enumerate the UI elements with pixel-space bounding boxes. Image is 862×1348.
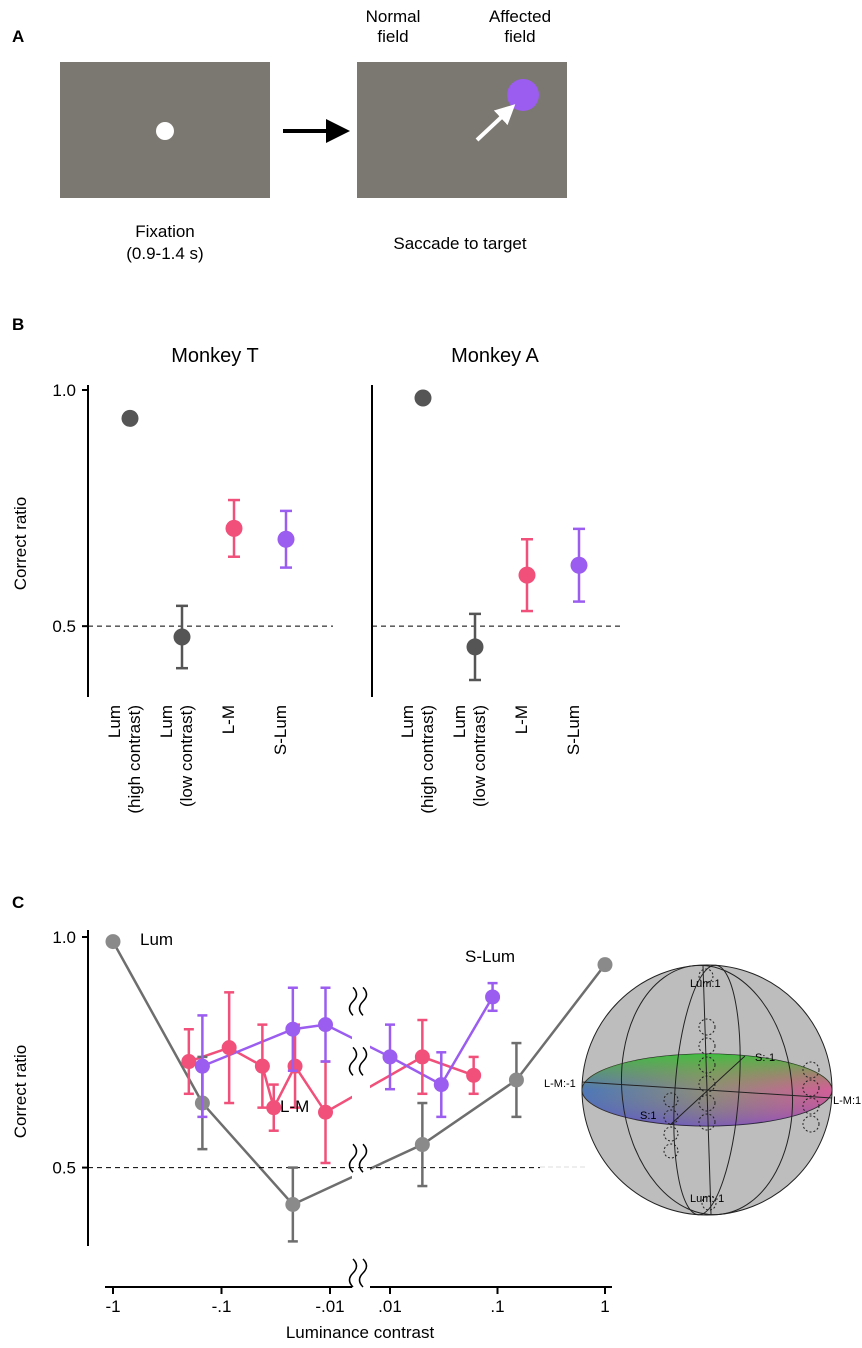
- x-tick-label: L-M: [512, 705, 531, 734]
- x-tick-label: 1: [600, 1297, 609, 1316]
- chart-title: Monkey A: [451, 345, 539, 367]
- point: [485, 989, 501, 1005]
- point: [466, 638, 484, 656]
- sphere-label: Lum:-1: [690, 1193, 724, 1205]
- point: [518, 566, 536, 584]
- sphere-label: S:1: [640, 1110, 657, 1122]
- point: [414, 1137, 430, 1153]
- panel-label: C: [12, 893, 24, 912]
- point: [221, 1040, 237, 1056]
- meridian: [620, 964, 794, 1216]
- axis-break: [348, 986, 358, 1016]
- point: [225, 519, 243, 537]
- point: [466, 1067, 482, 1083]
- x-tick-label: .1: [490, 1297, 504, 1316]
- point: [173, 628, 191, 646]
- chart-title: Monkey T: [171, 345, 258, 367]
- point: [194, 1058, 210, 1074]
- fixation-dot: [156, 122, 174, 140]
- sphere-label: L-M:-1: [544, 1078, 576, 1090]
- axis: [702, 965, 712, 1215]
- sphere-label: L-M:1: [833, 1095, 861, 1107]
- x-tick-label: -1: [105, 1297, 120, 1316]
- point: [382, 1049, 398, 1065]
- label: Affected field: [489, 7, 551, 46]
- y-tick-label: 0.5: [52, 617, 76, 636]
- point: [414, 389, 432, 407]
- y-tick-label: 0.5: [52, 1159, 76, 1178]
- saccade-arrow: [475, 104, 516, 142]
- x-tick-label: -.01: [315, 1297, 344, 1316]
- panel-label: B: [12, 315, 24, 334]
- axis-break: [348, 1258, 358, 1288]
- point: [121, 409, 139, 427]
- point: [414, 1049, 430, 1065]
- color-space-sphere: Lum:1 Lum:-1 S:-1 S:1 L-M:-1 L-M:1: [540, 964, 861, 1216]
- y-axis-label: Correct ratio: [11, 497, 30, 591]
- x-tick-label: Lum(low contrast): [157, 705, 196, 807]
- x-tick-label: Lum(high contrast): [398, 705, 437, 814]
- point: [181, 1054, 197, 1070]
- series-label: Lum: [140, 930, 173, 949]
- y-tick-label: 1.0: [52, 381, 76, 400]
- x-tick-label: -.1: [212, 1297, 232, 1316]
- target: [507, 79, 539, 111]
- x-tick-label: S-Lum: [564, 705, 583, 755]
- point: [318, 1104, 334, 1120]
- axis-break: [358, 1046, 368, 1076]
- point: [318, 1017, 334, 1033]
- axis-break: [358, 986, 368, 1016]
- point: [285, 1021, 301, 1037]
- x-tick-label: Lum(low contrast): [450, 705, 489, 807]
- sample-points: [663, 968, 820, 1211]
- axis-break-gap: [352, 925, 370, 1255]
- point: [570, 556, 588, 574]
- point: [277, 530, 295, 548]
- screen: [357, 62, 567, 198]
- point: [266, 1100, 282, 1116]
- axis-break: [358, 1258, 368, 1288]
- x-tick-label: .01: [378, 1297, 402, 1316]
- point: [285, 1196, 301, 1212]
- series-label: L-M: [280, 1097, 309, 1116]
- x-tick-label: S-Lum: [271, 705, 290, 755]
- point: [433, 1077, 449, 1093]
- point: [508, 1072, 524, 1088]
- x-tick-label: Lum(high contrast): [105, 705, 144, 814]
- label: Normal field: [366, 7, 421, 46]
- panel-label: A: [12, 27, 24, 46]
- y-axis-label: Correct ratio: [11, 1045, 30, 1139]
- x-tick-label: L-M: [219, 705, 238, 734]
- x-axis-label: Luminance contrast: [286, 1323, 435, 1342]
- axis-break: [348, 1046, 358, 1076]
- sphere-label: Lum:1: [690, 978, 721, 990]
- point: [597, 957, 613, 973]
- label: (0.9-1.4 s): [126, 244, 203, 263]
- label: Fixation: [135, 222, 195, 241]
- axis-break: [358, 1143, 368, 1173]
- point: [105, 934, 121, 950]
- point: [254, 1058, 270, 1074]
- sphere-label: S:-1: [755, 1052, 775, 1064]
- label: Saccade to target: [393, 234, 527, 253]
- series-line: [201, 996, 494, 1087]
- axis-break: [348, 1143, 358, 1173]
- y-tick-label: 1.0: [52, 928, 76, 947]
- series-label: S-Lum: [465, 947, 515, 966]
